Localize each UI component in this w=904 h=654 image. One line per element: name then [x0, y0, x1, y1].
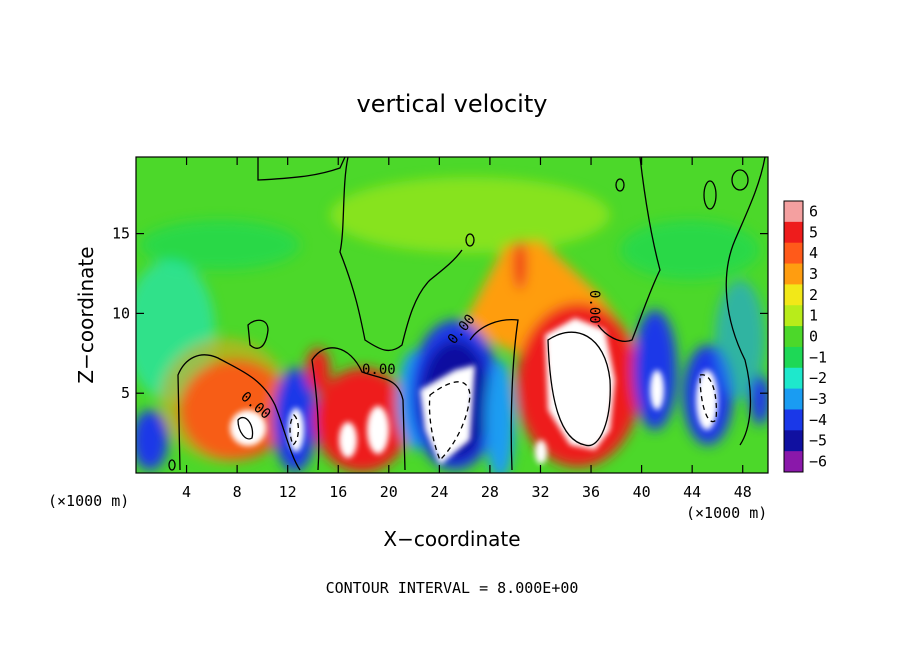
colorbar-swatch [784, 346, 803, 369]
chart-title: vertical velocity [357, 90, 548, 118]
x-tick-label: 4 [182, 483, 191, 501]
dashed-contour-25km [428, 381, 471, 462]
colorbar-label: −1 [809, 348, 827, 366]
updraft-17km-core [339, 422, 357, 458]
colorbar-swatch [784, 451, 803, 473]
contour-label-4: 0.00 [586, 290, 602, 324]
colorbar-label: 3 [809, 265, 818, 283]
colorbar: 6 5 4 3 2 1 0 −1 −2 −3 −4 −5 −6 [783, 200, 827, 473]
x-tick-label: 24 [430, 483, 448, 501]
x-tick-label: 44 [683, 483, 701, 501]
updraft-17-20km-red [314, 368, 410, 472]
colorbar-label: 5 [809, 223, 818, 241]
x-tick-label: 32 [531, 483, 549, 501]
small-contour-e [168, 459, 176, 471]
updraft-34km-core [545, 318, 615, 450]
colorbar-swatch [784, 221, 803, 244]
x-unit-left: (×1000 m) [48, 492, 129, 510]
colorbar-label: 2 [809, 286, 818, 304]
y-axis-label: Z−coordinate [74, 246, 98, 383]
colorbar-swatch [784, 305, 803, 327]
x-tick-label: 36 [582, 483, 600, 501]
colorbar-label: 4 [809, 244, 818, 262]
zero-contour-34km-inner [547, 331, 611, 447]
upper-weak-updraft [330, 177, 610, 253]
x-tick-label: 28 [481, 483, 499, 501]
x-axis: 4 8 12 16 20 24 28 32 36 40 44 48 [182, 157, 752, 501]
zero-contour-8km [177, 354, 301, 471]
upper-weak-downdraft-2 [620, 220, 760, 280]
colorbar-swatch [784, 430, 803, 452]
colorbar-swatch [784, 284, 803, 306]
colorbar-label: 6 [809, 202, 818, 220]
x-tick-label: 48 [734, 483, 752, 501]
colorbar-label: −5 [809, 432, 827, 450]
x-axis-label: X−coordinate [383, 527, 520, 551]
colorbar-swatch [784, 201, 803, 223]
colorbar-swatch [784, 263, 803, 285]
small-contour-c [703, 180, 717, 210]
small-contour-b [615, 178, 625, 192]
colorbar-label: −4 [809, 411, 827, 429]
colorbar-label: −6 [809, 453, 827, 471]
small-contour-d [731, 169, 749, 191]
y-tick-label: 5 [121, 384, 130, 402]
x-tick-label: 40 [633, 483, 651, 501]
colorbar-swatch [784, 409, 803, 431]
colorbar-label: 1 [809, 307, 818, 325]
contours [168, 157, 766, 471]
plot-frame [135, 156, 769, 474]
downdraft-46km-core [696, 370, 718, 430]
zero-contour-right-edge [725, 157, 766, 446]
x-unit-right: (×1000 m) [686, 504, 767, 522]
x-tick-label: 16 [329, 483, 347, 501]
zero-contour-top-left [257, 157, 346, 181]
downdraft-41km-core [650, 370, 664, 410]
colorbar-label: −3 [809, 390, 827, 408]
y-tick-label: 15 [112, 225, 130, 243]
anvil-red-core [514, 240, 526, 290]
colorbar-swatch [784, 242, 803, 265]
zero-contour-8km-inner [237, 416, 254, 440]
right-weak-downdraft [715, 280, 765, 400]
downdraft-29km-blue [485, 360, 515, 473]
core-layer [230, 318, 718, 465]
dashed-contour-46km [699, 374, 718, 423]
colorbar-frame [783, 200, 804, 473]
left-downdraft [136, 410, 168, 470]
colorbar-swatch [784, 326, 803, 348]
colorbar-swatch [784, 367, 803, 390]
zero-contour-right-upper [597, 157, 661, 342]
zero-contour-14-21km [311, 347, 406, 471]
x-tick-label: 20 [380, 483, 398, 501]
colorbar-label: 0 [809, 328, 818, 346]
x-tick-label: 12 [279, 483, 297, 501]
colorbar-swatch [784, 388, 803, 410]
y-axis: 5 10 15 [112, 225, 768, 402]
right-edge-downdraft [750, 375, 768, 425]
dashed-contour-13km [289, 414, 300, 447]
small-contour-a [465, 233, 475, 247]
updraft-32km-core [535, 440, 547, 464]
zero-contour-anvil [469, 319, 519, 471]
colorbar-label: −2 [809, 369, 827, 387]
zero-contour-upper-middle [339, 157, 463, 352]
small-contour-f [247, 319, 269, 349]
plot-area: 0.00 0.00 0.00 0.00 [136, 157, 768, 473]
x-tick-label: 8 [233, 483, 242, 501]
y-tick-label: 10 [112, 304, 130, 322]
contour-interval-footer: CONTOUR INTERVAL = 8.000E+00 [326, 579, 579, 597]
updraft-19km-core [367, 406, 389, 454]
contour-label-2: 0.00 [362, 362, 396, 378]
downdraft-41km-blue [633, 310, 677, 430]
upper-weak-downdraft [140, 220, 300, 270]
